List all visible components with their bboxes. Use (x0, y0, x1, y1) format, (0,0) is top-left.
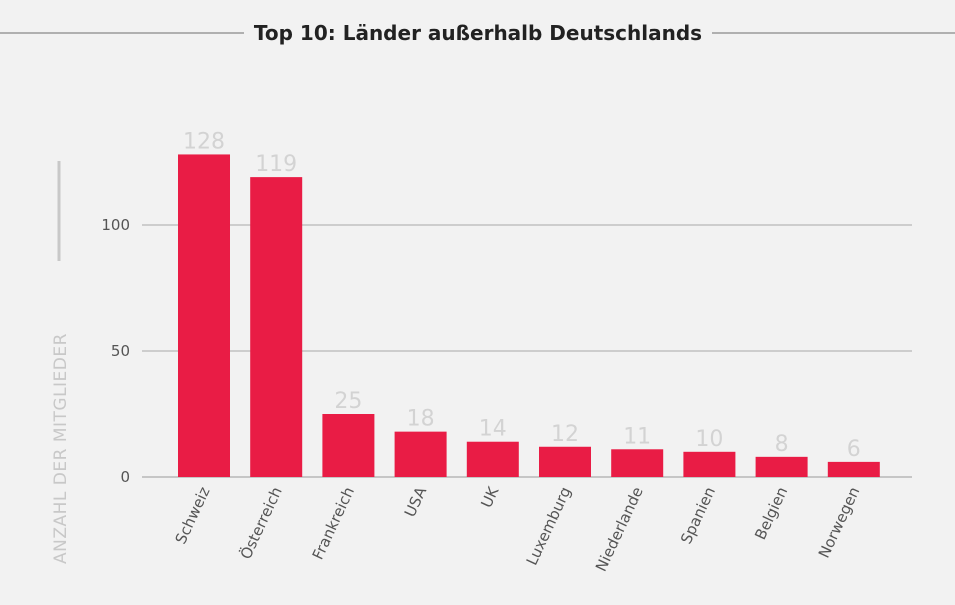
value-label: 119 (255, 152, 297, 177)
value-label: 10 (695, 427, 723, 452)
x-tick-label: Norwegen (815, 484, 864, 561)
value-label: 11 (623, 424, 651, 449)
bar-norwegen (827, 461, 880, 477)
bar-usa (394, 431, 447, 477)
value-label: 6 (847, 437, 861, 462)
bar-niederlande (611, 449, 664, 477)
y-axis-label: ANZAHL DER MITGLIEDER (51, 333, 71, 564)
x-tick-label: Frankreich (309, 484, 358, 562)
value-label: 14 (479, 417, 507, 442)
value-label: 128 (183, 129, 225, 154)
value-label: 8 (775, 432, 789, 457)
bar-spanien (683, 451, 736, 477)
value-label: 25 (334, 389, 362, 414)
bar-luxemburg (539, 446, 591, 477)
bar-österreich (250, 177, 303, 477)
y-tick-label: 100 (101, 216, 130, 234)
y-tick-label: 50 (111, 342, 130, 360)
x-tick-label: Belgien (751, 484, 791, 542)
y-tick-label: 0 (120, 468, 130, 486)
x-tick-label: Schweiz (172, 484, 214, 547)
bar-belgien (755, 456, 808, 477)
x-tick-label: USA (401, 483, 431, 519)
x-tick-label: Österreich (236, 484, 286, 562)
bar-schweiz (178, 154, 230, 477)
x-tick-label: Spanien (677, 484, 719, 547)
x-tick-label: Niederlande (592, 484, 647, 574)
chart-title: Top 10: Länder außerhalb Deutschlands (254, 21, 702, 45)
x-tick-label: Luxemburg (523, 484, 575, 568)
value-label: 12 (551, 422, 579, 447)
bar-frankreich (322, 414, 375, 477)
x-tick-label: UK (477, 483, 503, 511)
bar-uk (466, 441, 519, 477)
value-label: 18 (407, 407, 435, 432)
